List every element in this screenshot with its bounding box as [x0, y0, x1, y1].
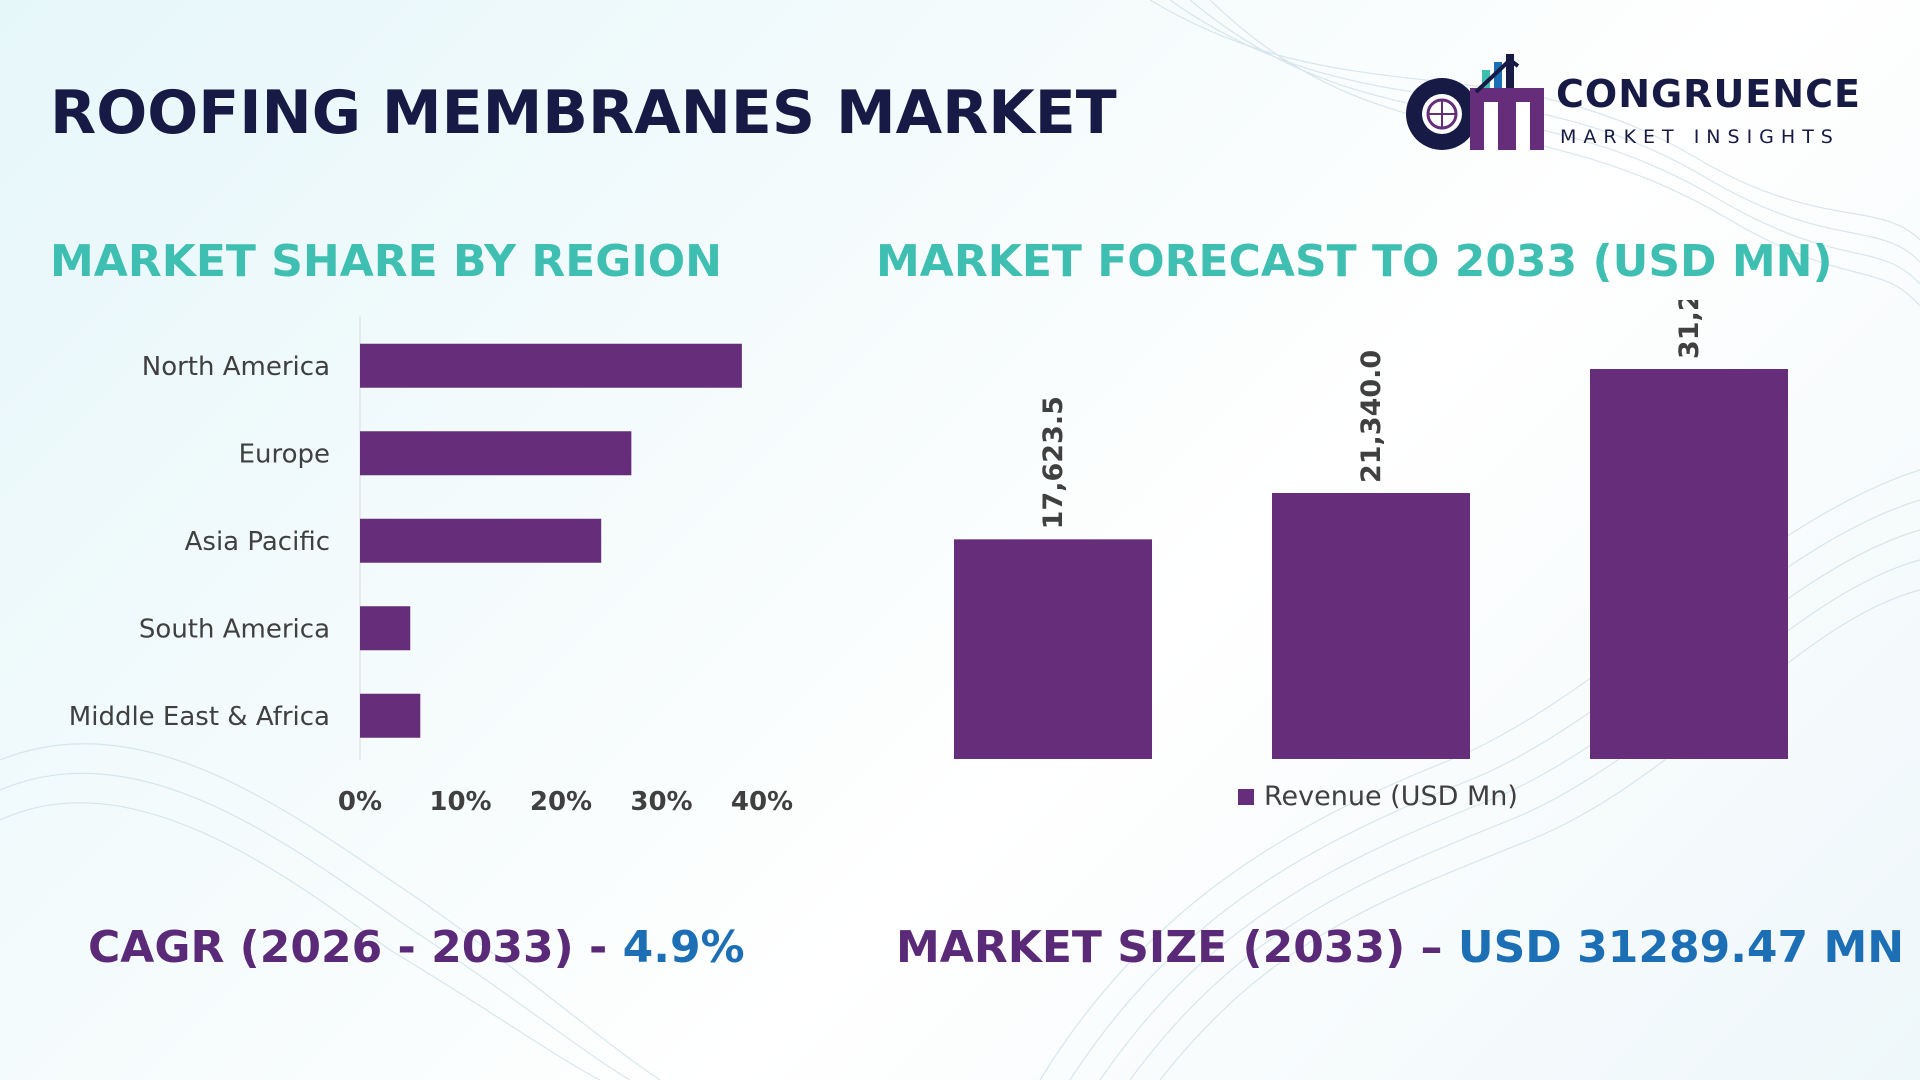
x-tick-label: 10%	[429, 787, 491, 817]
legend-label: Revenue (USD Mn)	[1264, 781, 1518, 812]
region-bar	[360, 431, 632, 476]
region-label: North America	[142, 352, 330, 382]
bar-data-label: 21,340.0	[1356, 350, 1387, 483]
region-share-chart: North America Europe Asia Pacific South Ame…	[69, 316, 793, 817]
region-label: Middle East & Africa	[69, 702, 330, 732]
x-tick-label: 0%	[338, 787, 382, 817]
region-label: Europe	[239, 439, 330, 469]
x-tick-label: 30%	[630, 787, 692, 817]
cagr-label: CAGR (2026 - 2033) -	[88, 922, 623, 973]
region-label: Asia Pacific	[185, 527, 330, 557]
region-label: South America	[139, 614, 330, 644]
logo-wordmark: CONGRUENCE	[1556, 72, 1861, 116]
company-logo: CONGRUENCE MARKET INSIGHTS	[1400, 52, 1880, 162]
region-bar	[360, 518, 602, 563]
forecast-bar	[1272, 493, 1470, 759]
forecast-section-title: MARKET FORECAST TO 2033 (USD MN)	[876, 236, 1833, 287]
x-tick-label: 20%	[530, 787, 592, 817]
bar-data-label: 17,623.5	[1038, 396, 1069, 529]
legend-swatch	[1238, 789, 1254, 805]
cagr-statement: CAGR (2026 - 2033) - 4.9%	[88, 922, 745, 973]
region-bar	[360, 606, 411, 651]
market-size-value: USD 31289.47 MN	[1457, 922, 1905, 973]
forecast-chart: 17,623.5 21,340.0 31,289.5 Revenue (USD Mn)	[954, 300, 1788, 812]
region-bar	[360, 343, 742, 388]
market-size-statement: MARKET SIZE (2033) – USD 31289.47 MN	[896, 922, 1904, 973]
cagr-value: 4.9%	[622, 922, 745, 973]
logo-tagline: MARKET INSIGHTS	[1560, 126, 1840, 148]
region-section-title: MARKET SHARE BY REGION	[50, 236, 722, 287]
forecast-bar	[1590, 369, 1788, 759]
page-title: ROOFING MEMBRANES MARKET	[50, 78, 1117, 148]
forecast-bar	[954, 539, 1152, 759]
x-tick-label: 40%	[731, 787, 793, 817]
logo-mark-icon	[1406, 54, 1544, 150]
bar-data-label: 31,289.5	[1674, 300, 1705, 359]
market-size-label: MARKET SIZE (2033) –	[896, 922, 1458, 973]
region-bar	[360, 693, 421, 738]
